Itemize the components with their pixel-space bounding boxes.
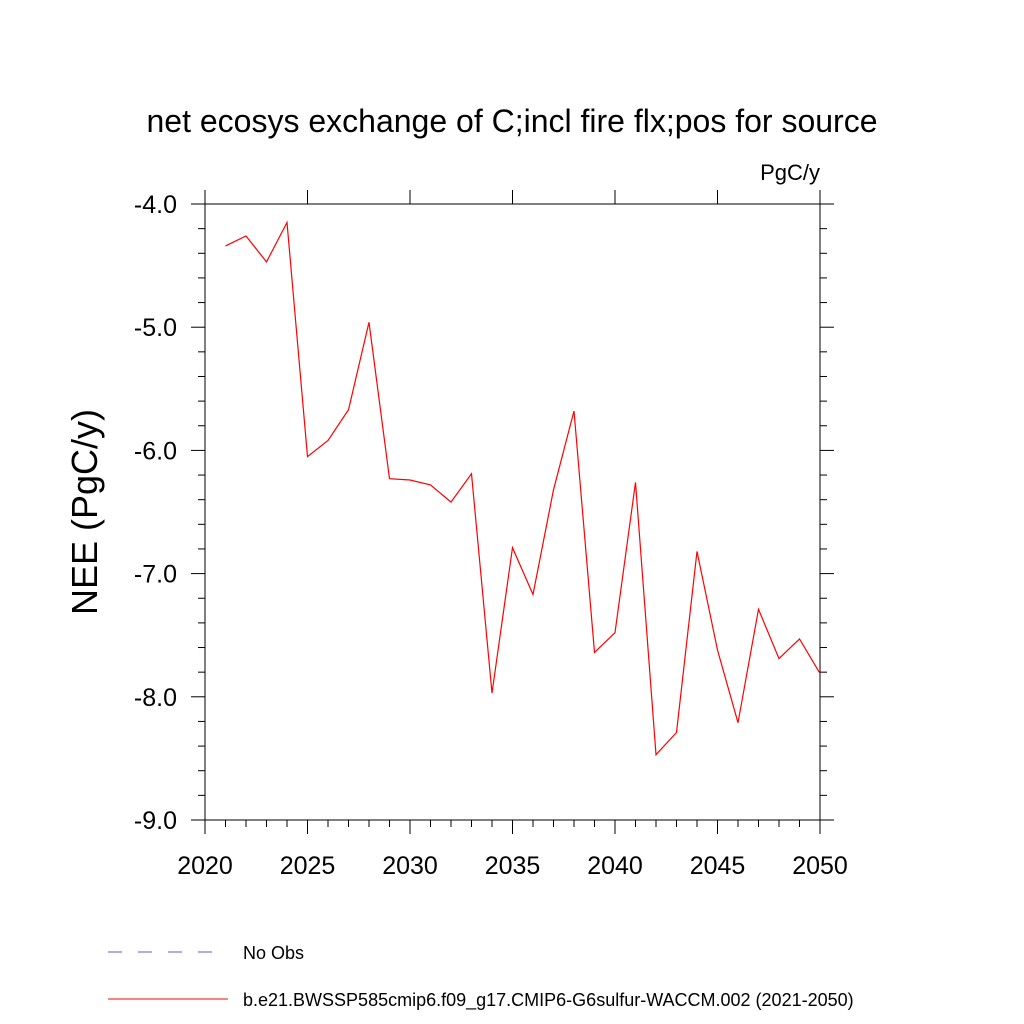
y-tick-label: -8.0 <box>134 684 177 712</box>
y-tick-label: -6.0 <box>134 437 177 465</box>
chart-title: net ecosys exchange of C;incl fire flx;p… <box>146 103 877 139</box>
x-tick-label: 2050 <box>792 852 848 880</box>
plot-frame <box>204 203 821 821</box>
y-tick-label: -7.0 <box>134 561 177 589</box>
series-line <box>225 220 821 757</box>
series-layer <box>225 220 821 757</box>
x-tick-label: 2020 <box>177 852 233 880</box>
x-tick-label: 2040 <box>587 852 643 880</box>
legend-label: No Obs <box>243 943 304 963</box>
x-tick-label: 2030 <box>382 852 438 880</box>
y-axis-label: NEE (PgC/y) <box>64 409 105 615</box>
x-tick-label: 2025 <box>280 852 336 880</box>
x-tick-label: 2035 <box>485 852 541 880</box>
y-tick-label: -9.0 <box>134 807 177 835</box>
legend-label: b.e21.BWSSP585cmip6.f09_g17.CMIP6-G6sulf… <box>243 990 854 1011</box>
x-axis: 2020 2025 2030 2035 2040 2045 2050 <box>177 190 848 880</box>
x-tick-label: 2045 <box>690 852 746 880</box>
y-tick-label: -5.0 <box>134 314 177 342</box>
y-axis: -4.0 -5.0 -6.0 -7.0 -8.0 -9.0 <box>134 191 834 835</box>
legend: No Obs b.e21.BWSSP585cmip6.f09_g17.CMIP6-… <box>108 943 854 1011</box>
plot-border <box>204 203 821 821</box>
units-label: PgC/y <box>760 160 820 185</box>
y-tick-label: -4.0 <box>134 191 177 219</box>
